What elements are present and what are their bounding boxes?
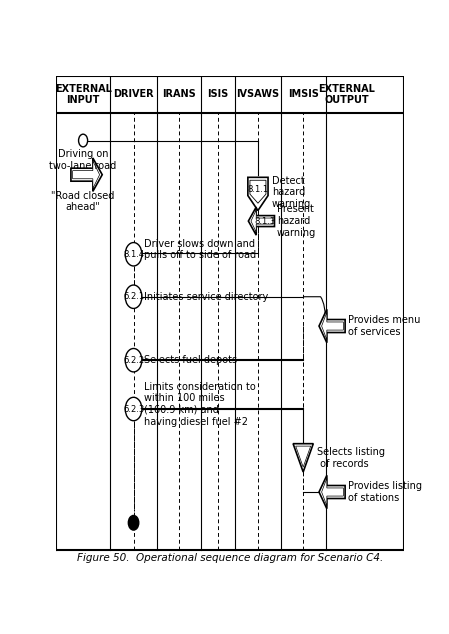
Circle shape [125, 285, 142, 309]
Polygon shape [73, 161, 100, 188]
Text: Driving on
two-lane road: Driving on two-lane road [49, 150, 117, 171]
Polygon shape [251, 210, 273, 232]
Polygon shape [250, 180, 266, 204]
Polygon shape [319, 309, 345, 343]
Circle shape [125, 243, 142, 266]
Text: Provides menu
of services: Provides menu of services [348, 315, 421, 337]
Text: Selects listing
 of records: Selects listing of records [317, 447, 385, 469]
Polygon shape [248, 178, 268, 210]
Text: 6.2.3: 6.2.3 [123, 404, 144, 413]
Polygon shape [321, 478, 343, 506]
Text: Present
hazard
warning: Present hazard warning [277, 205, 317, 238]
Text: EXTERNAL
OUTPUT: EXTERNAL OUTPUT [318, 84, 375, 105]
Circle shape [125, 398, 142, 421]
Text: Limits consideration to
within 100 miles
(160.9 km) and
having diesel fuel #2: Limits consideration to within 100 miles… [144, 382, 256, 427]
Text: 6.2.2: 6.2.2 [123, 356, 144, 365]
Text: Driver slows down and
pulls off to side of road: Driver slows down and pulls off to side … [144, 238, 256, 260]
Circle shape [125, 349, 142, 372]
Polygon shape [248, 207, 274, 235]
Polygon shape [71, 158, 102, 191]
Text: Detect
hazard
warning: Detect hazard warning [272, 176, 311, 209]
Circle shape [128, 515, 139, 530]
Text: "Road closed
ahead": "Road closed ahead" [51, 191, 115, 212]
Text: EXTERNAL
INPUT: EXTERNAL INPUT [55, 84, 111, 105]
Polygon shape [319, 476, 345, 508]
Polygon shape [293, 444, 313, 472]
Text: DRIVER: DRIVER [113, 89, 154, 100]
Polygon shape [296, 446, 311, 467]
Text: 8.1.4: 8.1.4 [123, 250, 144, 259]
Text: Figure 50.  Operational sequence diagram for Scenario C4.: Figure 50. Operational sequence diagram … [77, 553, 383, 564]
Text: Initiates service directory: Initiates service directory [144, 292, 268, 302]
Text: Selects fuel depots: Selects fuel depots [144, 355, 237, 365]
Text: 8.1.3: 8.1.3 [254, 217, 276, 226]
Text: IVSAWS: IVSAWS [236, 89, 280, 100]
Text: IMSIS: IMSIS [288, 89, 319, 100]
Text: ISIS: ISIS [207, 89, 229, 100]
Text: IRANS: IRANS [162, 89, 196, 100]
Circle shape [79, 134, 88, 147]
Text: 6.2.1: 6.2.1 [123, 292, 144, 301]
Text: Provides listing
of stations: Provides listing of stations [348, 481, 423, 503]
Text: 8.1.1: 8.1.1 [247, 185, 269, 195]
Polygon shape [321, 313, 343, 340]
